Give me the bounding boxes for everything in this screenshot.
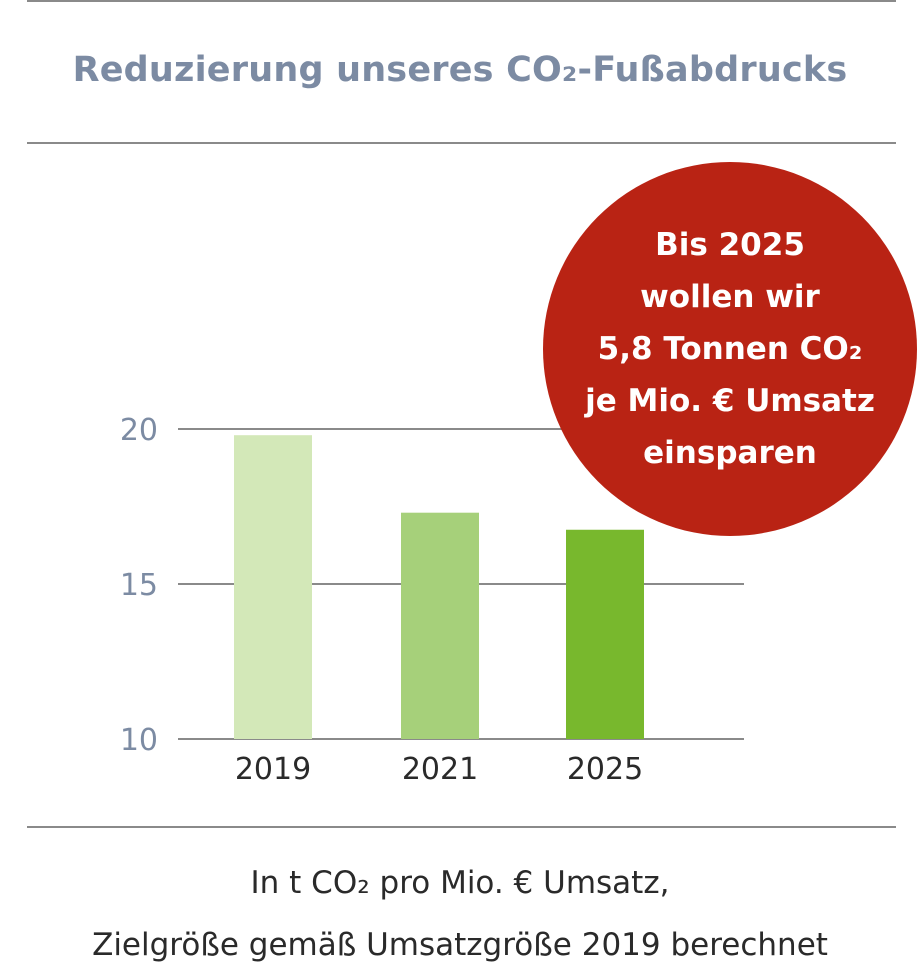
y-tick-label: 10 <box>120 723 158 758</box>
callout-line: einsparen <box>643 435 817 471</box>
x-tick-label: 2021 <box>402 752 478 787</box>
y-tick-label: 20 <box>120 413 158 448</box>
caption-divider <box>27 826 896 828</box>
bars <box>234 435 644 739</box>
x-tick-label: 2025 <box>567 752 643 787</box>
chart-caption: In t CO₂ pro Mio. € Umsatz, Zielgröße ge… <box>0 852 920 976</box>
target-callout-badge: Bis 2025 wollen wir 5,8 Tonnen CO₂ je Mi… <box>543 162 917 536</box>
bar-chart: 10 15 20 2019 2021 2025 <box>120 413 744 787</box>
callout-line: wollen wir <box>640 279 820 315</box>
caption-line: In t CO₂ pro Mio. € Umsatz, <box>250 865 670 901</box>
bar-2021 <box>401 512 479 739</box>
bar-2025 <box>566 529 644 739</box>
y-tick-labels: 10 15 20 <box>120 413 158 758</box>
callout-line: je Mio. € Umsatz <box>585 383 875 419</box>
caption-line: Zielgröße gemäß Umsatzgröße 2019 berechn… <box>92 927 828 963</box>
x-tick-labels: 2019 2021 2025 <box>235 752 643 787</box>
title-divider <box>27 142 896 144</box>
callout-line: Bis 2025 <box>655 227 805 263</box>
chart-title: Reduzierung unseres CO₂-Fußabdrucks <box>72 50 848 90</box>
y-tick-label: 15 <box>120 568 158 603</box>
bar-2019 <box>234 435 312 739</box>
x-tick-label: 2019 <box>235 752 311 787</box>
top-rule <box>27 0 896 2</box>
callout-line: 5,8 Tonnen CO₂ <box>597 331 863 367</box>
